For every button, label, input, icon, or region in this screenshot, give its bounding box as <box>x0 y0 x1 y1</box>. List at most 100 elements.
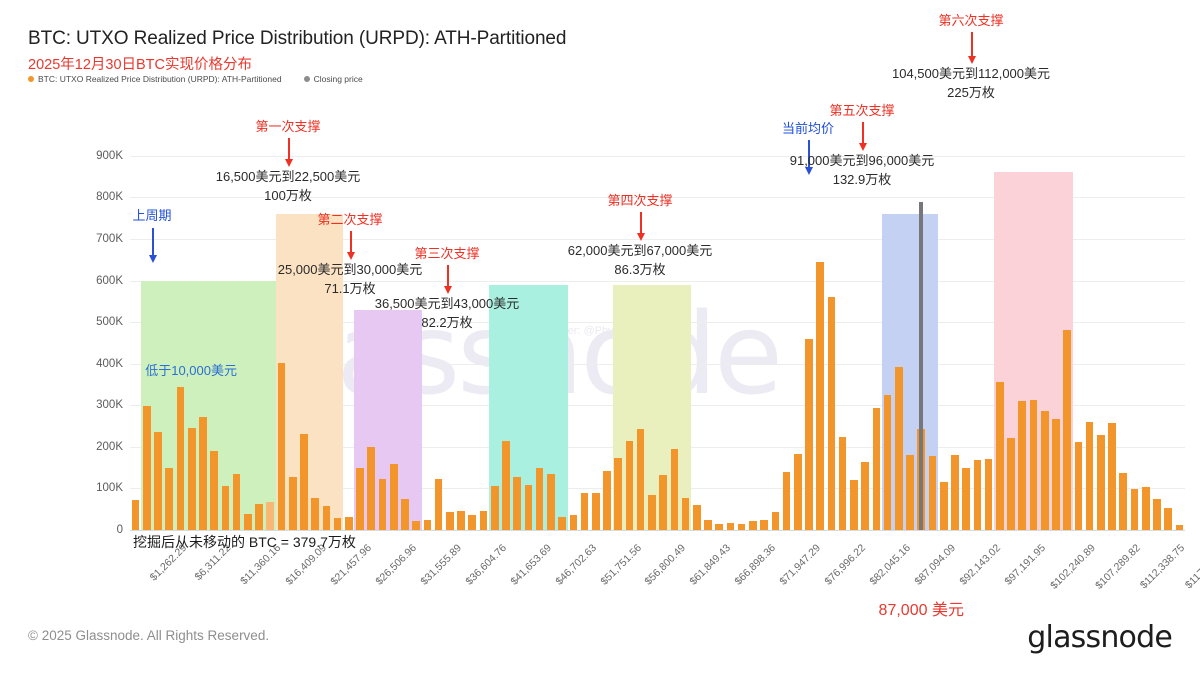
bar[interactable] <box>861 462 869 530</box>
bar[interactable] <box>322 505 331 530</box>
closing-price-line <box>919 201 924 530</box>
bar[interactable] <box>468 515 477 530</box>
bar[interactable] <box>715 523 724 530</box>
bar[interactable] <box>704 519 712 530</box>
bar[interactable] <box>625 441 634 530</box>
bar[interactable] <box>457 510 465 530</box>
bar[interactable] <box>850 480 858 530</box>
annotation-title-1: 第一次支撑 <box>255 119 321 134</box>
bar[interactable] <box>1108 423 1116 530</box>
bar[interactable] <box>434 478 443 530</box>
bar[interactable] <box>962 468 970 530</box>
bar[interactable] <box>872 407 881 530</box>
bar[interactable] <box>726 523 735 530</box>
bar[interactable] <box>973 460 982 530</box>
bar[interactable] <box>569 515 578 530</box>
bar[interactable] <box>670 448 679 530</box>
annotation-arrow-0 <box>149 228 157 263</box>
bar[interactable] <box>614 458 623 530</box>
bar[interactable] <box>580 493 589 530</box>
bar[interactable] <box>1029 400 1038 530</box>
bar[interactable] <box>603 470 611 530</box>
bar[interactable] <box>143 406 151 530</box>
bar[interactable] <box>939 481 948 530</box>
bar[interactable] <box>1040 410 1049 530</box>
bar[interactable] <box>1097 435 1105 530</box>
bar[interactable] <box>951 455 959 530</box>
bar[interactable] <box>266 501 275 530</box>
bar[interactable] <box>311 497 319 530</box>
bar[interactable] <box>793 453 802 530</box>
bar[interactable] <box>827 297 836 530</box>
bar[interactable] <box>356 468 364 530</box>
bar[interactable] <box>446 512 454 530</box>
bar[interactable] <box>1018 401 1027 530</box>
legend-item-0[interactable]: BTC: UTXO Realized Price Distribution (U… <box>28 74 282 84</box>
bar[interactable] <box>232 473 241 530</box>
bar[interactable] <box>894 367 903 530</box>
bar[interactable] <box>131 500 140 530</box>
bar[interactable] <box>1052 419 1060 530</box>
bar[interactable] <box>401 498 409 530</box>
bar[interactable] <box>479 511 488 530</box>
bar[interactable] <box>838 437 847 530</box>
bar[interactable] <box>288 477 297 530</box>
bar[interactable] <box>176 386 185 530</box>
annotation-amount-2: 71.1万枚 <box>324 281 376 296</box>
bar[interactable] <box>737 524 746 530</box>
legend-item-1[interactable]: Closing price <box>303 74 363 84</box>
bar[interactable] <box>782 471 791 530</box>
bar[interactable] <box>277 362 286 530</box>
bar[interactable] <box>210 451 218 530</box>
bar[interactable] <box>502 440 510 530</box>
bar[interactable] <box>244 514 252 530</box>
bar[interactable] <box>984 459 993 530</box>
bar[interactable] <box>1175 525 1184 530</box>
bar[interactable] <box>535 468 544 530</box>
bar[interactable] <box>378 479 387 530</box>
bar[interactable] <box>1119 472 1128 530</box>
bar[interactable] <box>1141 486 1150 530</box>
bar[interactable] <box>636 429 645 530</box>
bar[interactable] <box>883 394 892 530</box>
bar[interactable] <box>771 512 780 530</box>
bar[interactable] <box>333 517 342 530</box>
bar[interactable] <box>154 431 162 530</box>
bar[interactable] <box>513 476 522 530</box>
bar[interactable] <box>760 520 768 530</box>
bar[interactable] <box>221 485 230 530</box>
bar[interactable] <box>906 455 914 530</box>
bar[interactable] <box>1063 329 1071 530</box>
bar[interactable] <box>1085 421 1094 530</box>
bar[interactable] <box>547 473 555 530</box>
bar[interactable] <box>1007 437 1015 530</box>
bar[interactable] <box>423 520 432 530</box>
bar[interactable] <box>1130 489 1139 530</box>
bar[interactable] <box>389 464 398 530</box>
bar[interactable] <box>165 468 174 530</box>
bar[interactable] <box>591 492 600 530</box>
bar[interactable] <box>367 446 376 530</box>
bar[interactable] <box>1074 441 1083 530</box>
bar[interactable] <box>524 485 533 530</box>
bar[interactable] <box>659 475 667 530</box>
bar[interactable] <box>490 486 499 530</box>
bar[interactable] <box>995 381 1004 530</box>
bar[interactable] <box>805 338 813 530</box>
bar[interactable] <box>1164 508 1172 530</box>
bar[interactable] <box>300 433 308 530</box>
bar[interactable] <box>749 521 757 530</box>
bar[interactable] <box>648 495 656 530</box>
bar[interactable] <box>928 456 937 530</box>
bar[interactable] <box>412 520 420 530</box>
bar[interactable] <box>816 261 825 530</box>
bar[interactable] <box>345 517 353 530</box>
bar[interactable] <box>1153 498 1161 530</box>
bar[interactable] <box>199 416 207 530</box>
bar[interactable] <box>187 427 196 530</box>
bar[interactable] <box>692 505 701 530</box>
bar[interactable] <box>681 498 690 530</box>
bar[interactable] <box>255 504 263 530</box>
bar[interactable] <box>558 516 566 530</box>
